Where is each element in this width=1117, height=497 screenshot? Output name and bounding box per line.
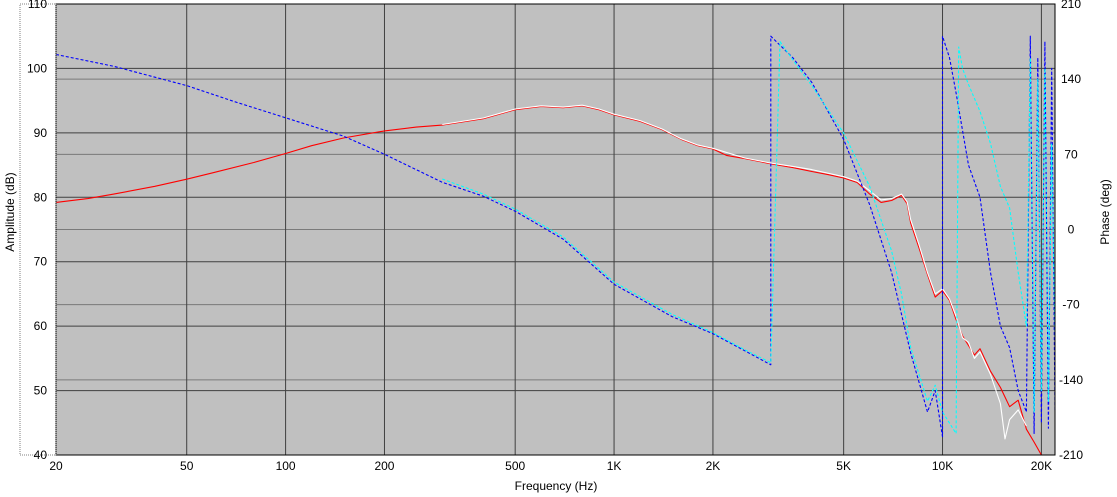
left-axis-box [19,3,57,456]
y-tick-label: 60 [34,319,48,333]
y2-tick-label: 0 [1068,223,1075,237]
y2-tick-label: 140 [1061,72,1081,86]
plot-border [55,3,1056,456]
x-tick-label: 2K [706,459,721,473]
x-tick-label: 5K [836,459,851,473]
y-tick-label: 50 [34,384,48,398]
y-tick-label: 90 [34,126,48,140]
y-tick-label: 100 [27,61,47,75]
x-tick-label: 50 [180,459,194,473]
y-axis-title: Amplitude (dB) [3,172,17,251]
amplitude-series-line-0 [55,105,1042,456]
y-tick-label: 40 [34,448,48,462]
y2-axis-title: Phase (deg) [1098,179,1112,244]
phase-series-line-3 [442,41,1056,435]
y-tick-label: 110 [28,0,47,11]
y-tick-label: 70 [34,255,48,269]
x-tick-label: 1K [607,459,622,473]
y2-tick-label: 70 [1064,147,1078,161]
y2-tick-label: -140 [1059,373,1083,387]
amplitude-series-line-1 [442,104,1027,440]
x-tick-label: 20 [49,459,63,473]
y2-tick-label: -70 [1062,298,1080,312]
x-tick-label: 100 [276,459,296,473]
x-tick-label: 20K [1031,459,1052,473]
y2-tick-labels: -210 -140 -70 0 70 140 210 [1059,0,1083,462]
x-axis-title: Frequency (Hz) [515,479,598,493]
x-tick-labels: 20 50 100 200 500 1K 2K 5K 10K 20K [49,459,1052,473]
y2-tick-label: -210 [1059,448,1083,462]
x-tick-label: 200 [374,459,394,473]
series-layer [55,35,1056,456]
y-tick-labels: 40 50 60 70 80 90 100 110 [27,0,47,462]
x-tick-label: 500 [505,459,525,473]
y2-tick-label: 210 [1061,0,1081,11]
y-tick-label: 80 [34,190,48,204]
x-tick-label: 10K [932,459,953,473]
